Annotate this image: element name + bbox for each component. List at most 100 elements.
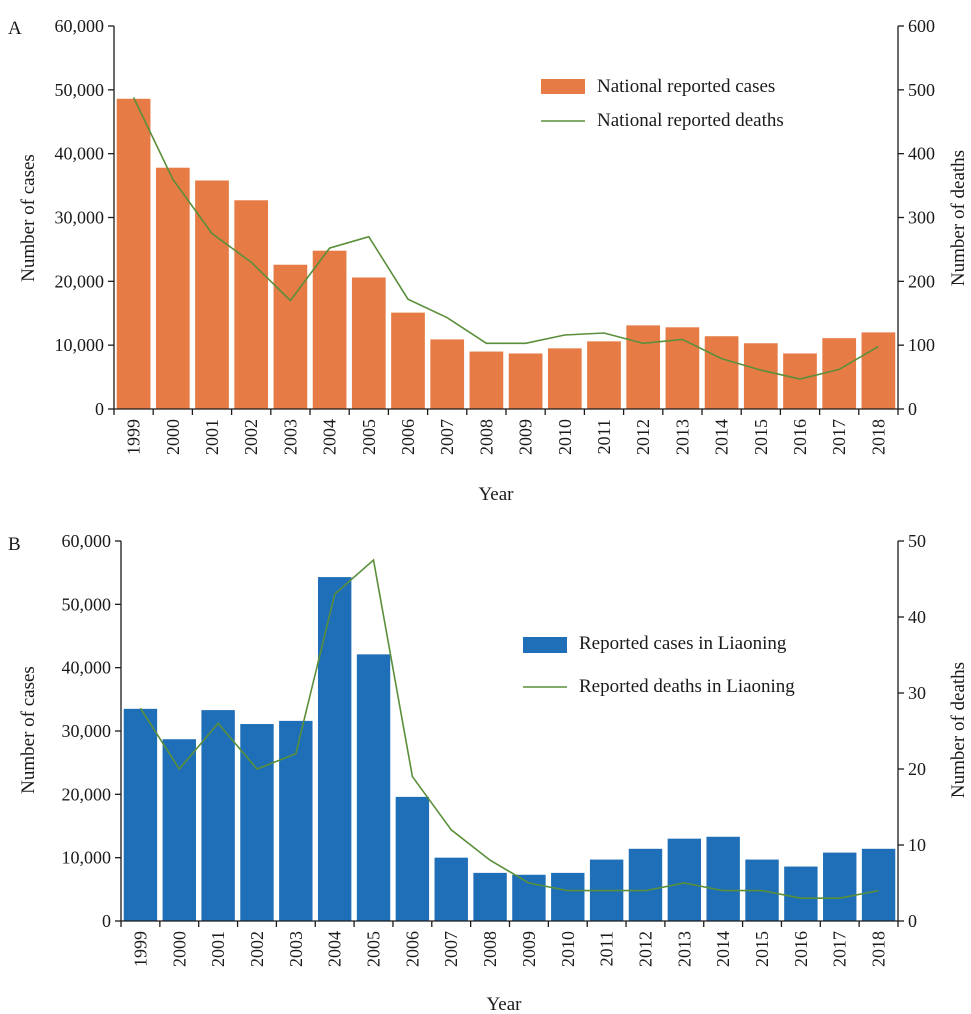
x-tick-label-2007: 2007	[441, 931, 461, 967]
x-tick-label-2010: 2010	[555, 419, 575, 455]
legend-label-liaoning-cases: Reported cases in Liaoning	[579, 633, 787, 654]
left-tick-label: 20,000	[55, 271, 105, 291]
bar-2018	[861, 848, 896, 921]
bar-2004	[312, 250, 347, 409]
x-tick-label-2000: 2000	[169, 931, 189, 967]
panel-b-legend: Reported cases in Liaoning Reported deat…	[523, 633, 795, 697]
right-tick-label: 0	[908, 399, 917, 419]
legend-swatch-national-cases	[541, 79, 585, 94]
left-tick-label: 50,000	[62, 594, 112, 614]
left-tick-label: 50,000	[55, 80, 105, 100]
bar-2016	[783, 353, 817, 409]
x-tick-label-2015: 2015	[751, 419, 771, 455]
bar-2002	[240, 724, 274, 921]
left-tick-label: 0	[95, 399, 104, 419]
bar-2006	[391, 312, 425, 409]
x-tick-label-2001: 2001	[208, 931, 228, 967]
panel-b-letter: B	[8, 534, 21, 555]
bar-2001	[201, 710, 235, 921]
panel-a-bars	[116, 98, 896, 410]
panel-a-left-axis-label: Number of cases	[18, 154, 39, 282]
left-tick-label: 40,000	[62, 658, 112, 678]
bar-2000	[155, 167, 190, 409]
panel-a-x-axis-label: Year	[478, 484, 514, 505]
x-tick-label-2001: 2001	[202, 419, 222, 455]
bar-2005	[351, 277, 386, 409]
x-tick-label-2006: 2006	[402, 931, 422, 967]
x-tick-label-2005: 2005	[364, 931, 384, 967]
right-tick-label: 600	[908, 16, 935, 36]
panel-b: B 0 10,000 20,000 30,000 40,000 50,000 60,000 0…	[8, 531, 969, 1014]
right-tick-label: 200	[908, 271, 935, 291]
x-tick-label-2018: 2018	[869, 931, 889, 967]
x-tick-label-2011: 2011	[597, 931, 617, 966]
panel-a-legend: National reported cases National reporte…	[541, 76, 784, 131]
x-tick-label-1999: 1999	[124, 419, 144, 455]
bar-2015	[743, 343, 778, 409]
bar-2006	[395, 796, 430, 921]
bar-2003	[273, 264, 308, 409]
panel-a: A 010,00020,00030,00040,00050,00060,0000…	[8, 16, 969, 505]
x-tick-label-2012: 2012	[636, 931, 656, 967]
legend-label-national-deaths: National reported deaths	[597, 110, 784, 131]
right-tick-label: 100	[908, 335, 935, 355]
x-tick-label-2008: 2008	[476, 419, 496, 455]
bar-2012	[628, 848, 663, 921]
right-tick-label: 30	[908, 683, 926, 703]
right-tick-label: 40	[908, 607, 926, 627]
x-tick-label-2008: 2008	[480, 931, 500, 967]
right-tick-label: 0	[908, 911, 917, 931]
left-tick-label: 10,000	[55, 335, 105, 355]
bar-1999	[123, 708, 158, 921]
right-tick-label: 300	[908, 208, 935, 228]
bar-2007	[430, 339, 465, 409]
bar-2010	[551, 872, 585, 921]
x-tick-label-2017: 2017	[829, 419, 849, 455]
legend-label-national-cases: National reported cases	[597, 76, 775, 97]
x-tick-label-2004: 2004	[320, 419, 340, 455]
x-tick-label-2011: 2011	[594, 419, 614, 454]
left-tick-label: 30,000	[62, 721, 112, 741]
panel-a-axes: 0 10,000 20,000 30,000 40,000 50,000 60,000 0 10…	[55, 16, 936, 455]
left-tick-label: 60,000	[62, 531, 112, 551]
x-tick-label-2014: 2014	[713, 931, 733, 967]
right-tick-label: 50	[908, 531, 926, 551]
x-tick-label-2016: 2016	[791, 931, 811, 967]
x-tick-label-2013: 2013	[674, 931, 694, 967]
x-tick-label-2014: 2014	[712, 419, 732, 455]
bar-2014	[706, 836, 740, 921]
bar-2004	[317, 577, 352, 921]
left-tick-label: 10,000	[62, 848, 112, 868]
legend-swatch-liaoning-cases	[523, 637, 567, 653]
x-tick-label-2003: 2003	[280, 419, 300, 455]
x-tick-label-2005: 2005	[359, 419, 379, 455]
bar-2014	[704, 336, 739, 409]
panel-b-right-axis-label: Number of deaths	[948, 662, 969, 798]
right-tick-label: 500	[908, 80, 935, 100]
x-tick-label-2002: 2002	[247, 931, 267, 967]
panel-b-left-axis-label: Number of cases	[18, 666, 39, 794]
panel-b-deaths-line	[139, 558, 879, 900]
x-tick-label-2016: 2016	[790, 419, 810, 455]
right-tick-label: 10	[908, 835, 926, 855]
bar-2005	[356, 654, 391, 921]
bar-1999	[116, 98, 151, 410]
x-tick-label-2017: 2017	[830, 931, 850, 967]
legend-label-liaoning-deaths: Reported deaths in Liaoning	[579, 676, 795, 697]
x-tick-label-2010: 2010	[558, 931, 578, 967]
bar-2002	[234, 200, 269, 409]
bar-2009	[512, 874, 546, 921]
bar-2016	[784, 866, 818, 921]
x-tick-label-2013: 2013	[672, 419, 692, 455]
panel-b-bars	[123, 577, 896, 921]
bar-2000	[162, 739, 196, 921]
left-tick-label: 40,000	[55, 144, 105, 164]
x-tick-label-2003: 2003	[286, 931, 306, 967]
left-tick-label: 30,000	[55, 208, 105, 228]
x-tick-label-2012: 2012	[633, 419, 653, 455]
left-tick-label: 0	[102, 911, 111, 931]
x-tick-label-2004: 2004	[325, 931, 345, 967]
x-tick-label-2009: 2009	[519, 931, 539, 967]
left-tick-label: 20,000	[62, 784, 112, 804]
